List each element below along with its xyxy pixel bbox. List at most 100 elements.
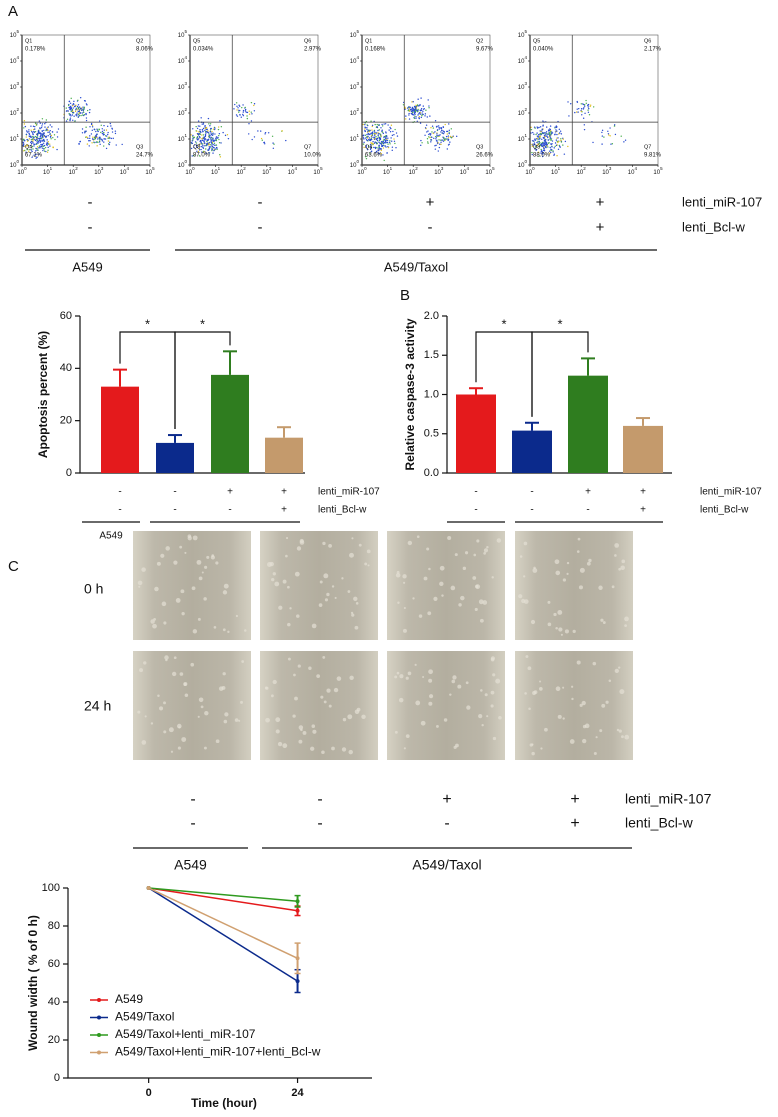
cell-dot xyxy=(76,105,79,108)
cell-dot xyxy=(191,142,194,145)
tick-base: 10 xyxy=(145,170,152,176)
cell-dot xyxy=(582,103,584,105)
cell-dot xyxy=(98,120,101,122)
cell-texture xyxy=(173,656,177,660)
cell-dot xyxy=(550,131,552,133)
cell-dot xyxy=(72,107,74,109)
cell-texture xyxy=(620,735,624,739)
cell-dot xyxy=(248,133,250,135)
cell-dot xyxy=(208,143,210,146)
cell-dot xyxy=(50,134,53,137)
cell-dot xyxy=(43,148,46,150)
cell-dot xyxy=(211,148,213,151)
cell-texture xyxy=(150,722,154,725)
cell-dot xyxy=(367,135,369,138)
tick-exponent: 1 xyxy=(184,133,187,138)
treatment-sign: - xyxy=(118,505,121,516)
flow-tick-label: 101 xyxy=(10,133,20,142)
cell-dot xyxy=(203,142,206,144)
cell-dot xyxy=(86,104,88,106)
cell-texture xyxy=(152,623,157,629)
cell-dot xyxy=(103,133,105,136)
cell-dot xyxy=(215,144,218,146)
cell-dot xyxy=(390,127,392,130)
cell-dot xyxy=(437,150,439,152)
cell-texture xyxy=(176,723,182,729)
tick-exponent: 3 xyxy=(356,81,359,86)
cell-dot xyxy=(422,105,424,107)
quadrant-percent: 63.6% xyxy=(365,153,383,159)
cell-texture xyxy=(490,704,494,708)
cell-dot xyxy=(539,137,541,139)
cell-dot xyxy=(99,138,101,141)
cell-dot xyxy=(381,129,383,131)
cell-dot xyxy=(199,125,201,127)
cell-dot xyxy=(47,135,49,137)
wound-photo xyxy=(133,531,251,640)
cell-texture xyxy=(163,701,166,705)
cell-dot xyxy=(79,97,82,99)
cell-dot xyxy=(212,128,215,130)
tick-base: 10 xyxy=(577,170,584,176)
cell-dot xyxy=(104,138,107,140)
cell-texture xyxy=(620,565,625,571)
tick-exponent: 1 xyxy=(218,166,221,171)
cell-dot xyxy=(66,118,69,121)
cell-texture xyxy=(447,535,452,540)
cell-texture xyxy=(538,687,543,691)
cell-dot xyxy=(210,133,213,136)
tick-base: 10 xyxy=(460,170,467,176)
cell-dot xyxy=(442,132,445,135)
cell-dot xyxy=(194,144,196,146)
cell-dot xyxy=(250,111,252,113)
cell-dot xyxy=(412,107,414,109)
quadrant-name: Q3 xyxy=(476,144,483,150)
cell-dot xyxy=(107,133,109,136)
cell-dot xyxy=(36,133,39,135)
time-label: 24 h xyxy=(84,698,111,714)
cell-dot xyxy=(267,132,270,134)
cell-dot xyxy=(35,157,37,159)
cell-dot xyxy=(537,136,540,138)
cell-texture xyxy=(519,555,523,558)
cell-dot xyxy=(555,126,558,129)
cell-dot xyxy=(431,136,433,139)
cell-dot xyxy=(78,143,80,145)
cell-dot xyxy=(222,131,224,134)
treatment-sign: + xyxy=(570,791,579,808)
cell-dot xyxy=(201,129,204,131)
cell-dot xyxy=(260,130,262,132)
cell-dot xyxy=(210,141,213,144)
cell-dot xyxy=(581,114,583,116)
flow-tick-label: 100 xyxy=(17,166,27,175)
treatment-sign: + xyxy=(227,487,233,498)
cell-dot xyxy=(539,126,542,128)
tick-base: 10 xyxy=(185,170,192,176)
cell-texture xyxy=(532,691,537,696)
cell-dot xyxy=(533,142,536,144)
cell-dot xyxy=(539,138,541,140)
cell-dot xyxy=(121,143,123,146)
cell-texture xyxy=(428,669,433,675)
cell-dot xyxy=(550,133,552,135)
cell-dot xyxy=(568,115,570,117)
cell-dot xyxy=(72,103,75,105)
cell-dot xyxy=(434,145,436,147)
tick-exponent: 2 xyxy=(184,107,187,112)
cell-dot xyxy=(89,137,91,140)
cell-dot xyxy=(33,154,35,156)
cell-dot xyxy=(218,133,221,135)
cell-dot xyxy=(448,123,450,125)
x-tick-label: 24 xyxy=(291,1087,304,1099)
cell-dot xyxy=(557,137,559,139)
cell-dot xyxy=(36,156,38,159)
cell-dot xyxy=(588,114,591,116)
cell-dot xyxy=(378,138,381,140)
cell-dot xyxy=(78,106,81,108)
cell-dot xyxy=(35,136,38,139)
cell-dot xyxy=(36,148,38,150)
cell-dot xyxy=(394,128,396,131)
significance-label: * xyxy=(145,316,150,331)
cell-texture xyxy=(547,622,552,627)
cell-dot xyxy=(91,126,94,128)
